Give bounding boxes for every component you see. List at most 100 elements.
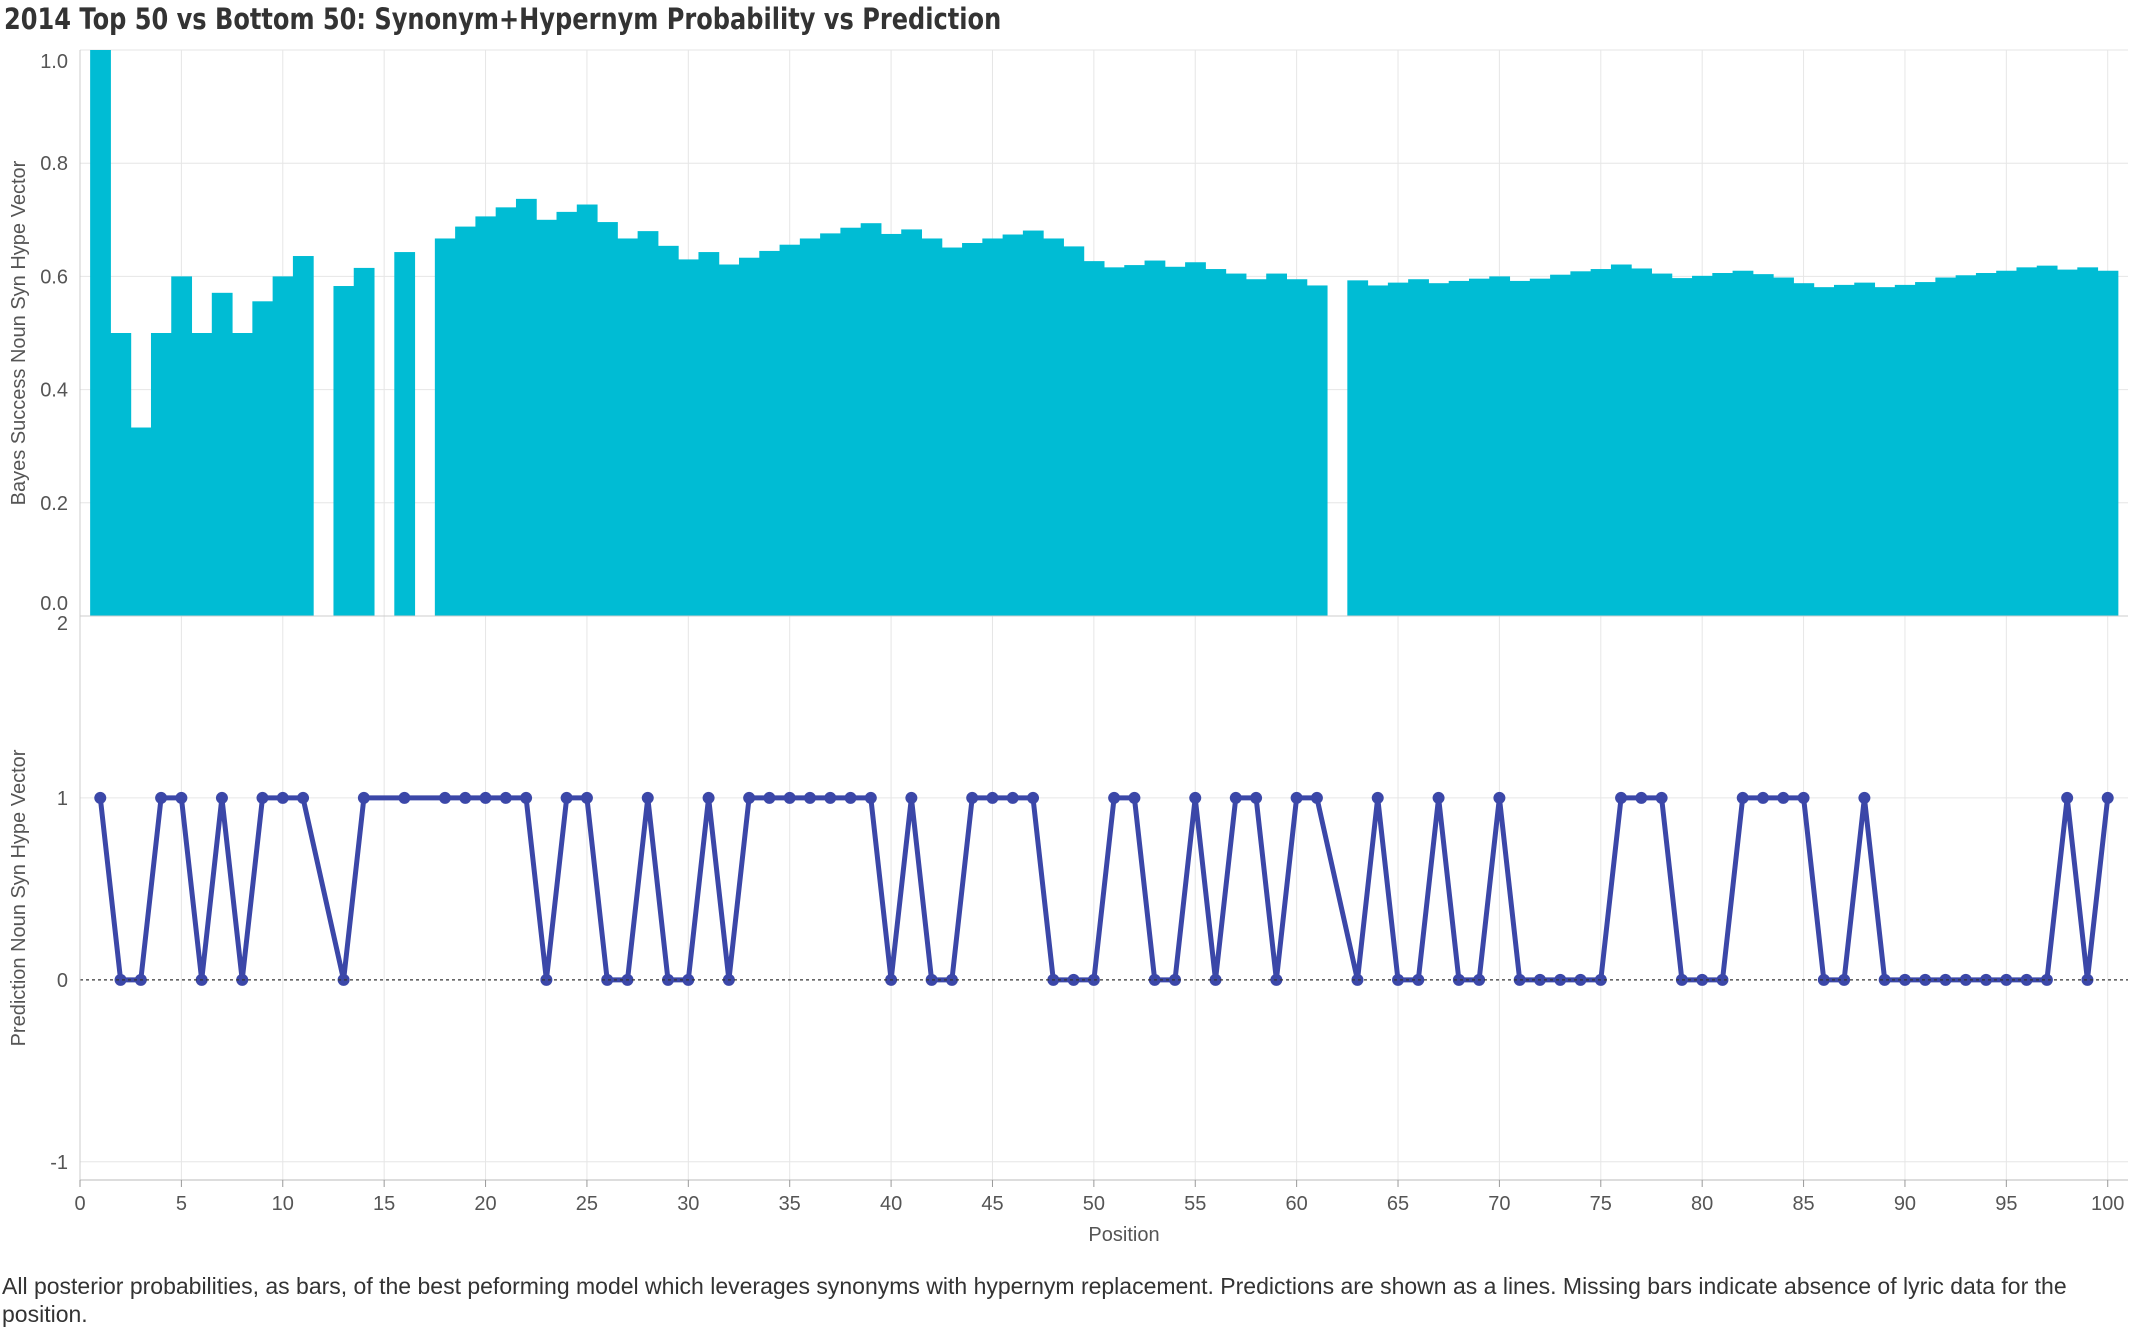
y-tick-label-top-1.0: 1.0 [40,51,68,73]
bar-86 [1813,287,1835,616]
bar-78 [1651,273,1673,616]
bar-48 [1043,238,1064,616]
bar-40 [880,233,902,616]
bar-57 [1225,273,1247,616]
y-tick-label-bottom-2: 2 [57,613,68,635]
y-tick-label-top-0.0: 0.0 [40,593,68,615]
prediction-point-35 [783,791,796,804]
prediction-point-99 [2081,973,2094,986]
bar-84 [1773,277,1794,616]
y-tick-label-top-0.6: 0.6 [40,266,68,288]
bar-53 [1144,260,1166,616]
bar-18 [434,238,456,616]
bar-34 [759,250,781,616]
prediction-point-82 [1736,791,1749,804]
bar-4 [150,333,172,616]
bar-61 [1306,285,1328,616]
prediction-point-34 [763,791,776,804]
prediction-point-97 [2040,973,2053,986]
bar-91 [1915,282,1936,616]
bar-32 [718,264,740,616]
x-tick-label-85: 85 [1792,1193,1814,1215]
prediction-point-2 [114,973,127,986]
prediction-point-86 [1817,973,1830,986]
prediction-point-46 [1006,791,1019,804]
bar-36 [799,238,821,616]
x-tick-label-5: 5 [176,1193,187,1215]
tick-labels: 0 5 10 15 20 25 30 35 40 45 50 55 60 65 70 75 80 85 90 95 10… [8,51,2124,1246]
prediction-point-78 [1655,791,1668,804]
prediction-point-81 [1716,973,1729,986]
prediction-point-58 [1250,791,1263,804]
bar-77 [1631,268,1652,616]
prediction-point-45 [986,791,999,804]
bar-3 [130,427,152,616]
prediction-line [97,795,2111,983]
y-tick-label-bottom-0: 0 [57,970,68,992]
prediction-point-28 [641,791,654,804]
x-tick-label-15: 15 [373,1193,395,1215]
bar-64 [1367,285,1389,616]
bar-29 [657,245,679,616]
bar-74 [1570,271,1592,616]
x-tick-label-90: 90 [1894,1193,1916,1215]
bar-26 [597,222,618,616]
bar-67 [1428,283,1450,616]
bar-75 [1590,269,1612,616]
bar-38 [840,227,862,616]
bar-5 [171,276,193,616]
y-tick-label-bottom-1: 1 [57,788,68,810]
prediction-point-22 [520,791,533,804]
bar-9 [252,301,274,616]
x-tick-label-50: 50 [1083,1193,1105,1215]
bar-92 [1935,277,1957,616]
bar-80 [1692,275,1713,616]
prediction-point-100 [2101,791,2114,804]
prediction-point-7 [215,791,228,804]
prediction-point-26 [601,973,614,986]
x-tick-label-95: 95 [1995,1193,2017,1215]
prediction-point-19 [459,791,472,804]
x-tick-label-35: 35 [779,1193,801,1215]
prediction-point-50 [1087,973,1100,986]
bar-14 [353,267,375,616]
prediction-point-33 [743,791,756,804]
prediction-point-18 [438,791,451,804]
prediction-point-91 [1919,973,1932,986]
bar-94 [1975,273,1997,616]
y-axis-label-top: Bayes Success Noun Syn Hype Vector [8,160,30,505]
prediction-point-1 [94,791,107,804]
prediction-point-10 [276,791,289,804]
x-tick-label-55: 55 [1184,1193,1206,1215]
prediction-point-63 [1351,973,1364,986]
prediction-point-38 [844,791,857,804]
x-tick-label-10: 10 [272,1193,294,1215]
bar-43 [941,247,963,616]
bar-41 [901,229,923,616]
x-tick-label-80: 80 [1691,1193,1713,1215]
prediction-point-68 [1452,973,1465,986]
prediction-point-65 [1392,973,1405,986]
y-tick-label-top-0.4: 0.4 [40,380,68,402]
bar-58 [1245,279,1267,616]
x-tick-label-0: 0 [74,1193,85,1215]
bar-93 [1955,275,1977,616]
bar-85 [1793,283,1815,616]
bar-65 [1387,282,1409,616]
bar-89 [1874,287,1896,616]
bar-39 [860,223,882,617]
bar-46 [1002,234,1024,617]
bar-11 [292,256,314,616]
prediction-point-61 [1310,791,1323,804]
prediction-point-92 [1939,973,1952,986]
bar-100 [2097,270,2119,616]
bar-82 [1732,270,1754,616]
x-tick-label-25: 25 [576,1193,598,1215]
y-axis-label-bottom: Prediction Noun Syn Hype Vector [8,749,30,1046]
prediction-point-52 [1128,791,1141,804]
bar-73 [1550,274,1571,616]
bar-44 [962,243,983,617]
prediction-series [94,791,2114,986]
bar-20 [475,216,497,617]
prediction-point-70 [1493,791,1506,804]
